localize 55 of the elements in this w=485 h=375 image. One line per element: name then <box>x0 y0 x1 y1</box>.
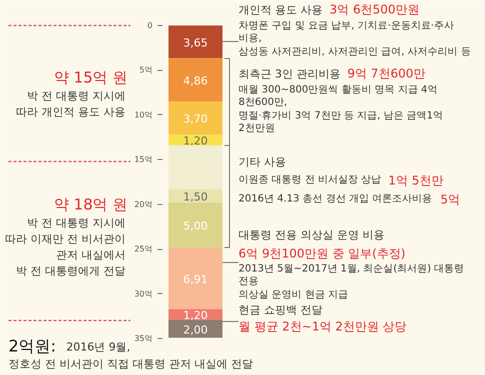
text: 6억 9천100만원 중 일부(추정) <box>238 246 406 260</box>
text: 개인적 용도 사용 <box>238 4 322 16</box>
text: 박 전 대통령에게 전달 <box>16 264 126 278</box>
text: 명절·휴가비 3억 7천만 등 지급, 남은 금액1억 2천만원 <box>238 110 444 134</box>
text: 관저 내실에서 <box>56 248 126 262</box>
bar <box>168 26 222 58</box>
text: 의상실 운영비 현금 지급 <box>238 290 348 300</box>
text: 기타 사용 <box>238 156 286 168</box>
text: 5억 <box>440 192 460 206</box>
bar <box>168 189 222 203</box>
text: 따라 개인적 용도 사용 <box>16 106 126 118</box>
text: 박 전 대통령 지시에 <box>27 90 126 102</box>
y-tick-label: 10억 <box>134 110 153 120</box>
text: 정호성 전 비서관이 직접 대통령 관저 내실에 전달 <box>8 358 253 370</box>
y-tick-label: 5억 <box>139 66 153 75</box>
text: 2016년 9월, <box>66 340 130 354</box>
bar <box>168 320 222 338</box>
data-label: 1,20 <box>183 134 208 148</box>
bar <box>168 247 222 310</box>
data-label: 3,70 <box>183 112 208 126</box>
data-label: 1,20 <box>183 309 208 322</box>
bar <box>168 58 222 102</box>
text: 매월 300~800만원씩 활동비 명목 지급 4억 8천600만, <box>238 84 438 108</box>
text: 2013년 5월~2017년 1월, 최순실(최서원) 대통령 전용 <box>238 264 464 287</box>
data-label: 2,00 <box>183 323 208 336</box>
text: 월 평균 2천~1억 2천만원 상당 <box>238 320 407 334</box>
text: 약 18억 원 <box>54 196 128 214</box>
bar <box>168 202 222 248</box>
y-tick-label: 0 <box>147 21 153 30</box>
text: 현금 쇼핑백 전달 <box>238 304 322 316</box>
data-label: 1,50 <box>183 190 208 204</box>
y-tick-label: 30억 <box>134 289 153 298</box>
text: 최측근 3인 관리비용 <box>238 68 340 80</box>
bar <box>168 145 222 190</box>
text: 약 15억 원 <box>54 68 128 86</box>
text: 2억원: <box>8 336 56 356</box>
y-tick-label: 25억 <box>134 244 153 254</box>
bar <box>168 102 222 135</box>
data-label: 3,65 <box>183 36 208 50</box>
text: 박 전 대통령 지시에 <box>27 216 126 230</box>
text: 따라 이재만 전 비서관이 <box>5 232 126 246</box>
text: 이원종 대통령 전 비서실장 상납 <box>238 174 382 186</box>
text: 9억 7천600만 <box>347 66 426 80</box>
text: 대통령 전용 의상실 운영 비용 <box>238 228 384 242</box>
y-tick-label: 35억 <box>134 334 153 343</box>
text: 2016년 4.13 총선 경선 개입 여론조사비용 <box>238 194 432 204</box>
data-label: 5,00 <box>183 220 208 233</box>
text: 차명폰 구입 및 요금 납부, 기치료·운동치료·주사 비용, <box>238 20 454 44</box>
text: 삼성동 사저관리비, 사저관리인 급여, 사저수리비 등 <box>238 46 471 58</box>
data-label: 6,91 <box>183 272 208 286</box>
text: 3억 6천500만원 <box>330 2 420 16</box>
y-tick-label: 20억 <box>134 200 153 209</box>
text: 1억 5천만 <box>388 174 444 188</box>
data-label: 4,86 <box>183 74 208 88</box>
y-tick-label: 15억 <box>134 155 153 164</box>
